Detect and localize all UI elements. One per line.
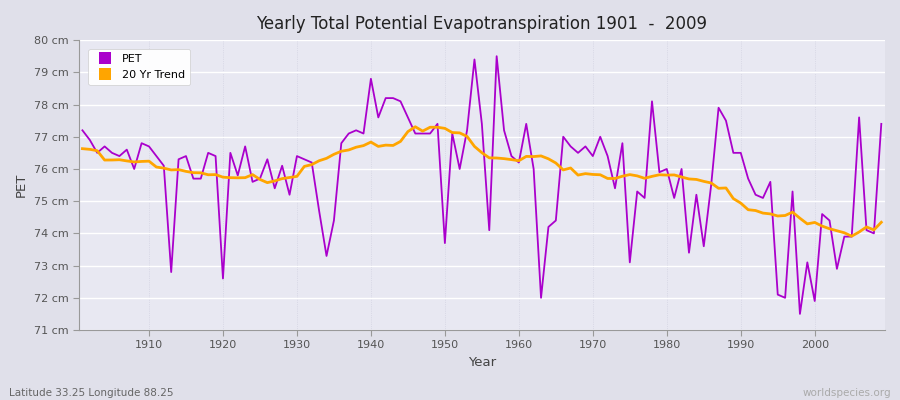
Text: worldspecies.org: worldspecies.org (803, 388, 891, 398)
Title: Yearly Total Potential Evapotranspiration 1901  -  2009: Yearly Total Potential Evapotranspiratio… (256, 15, 707, 33)
Y-axis label: PET: PET (15, 173, 28, 197)
X-axis label: Year: Year (468, 356, 496, 369)
Legend: PET, 20 Yr Trend: PET, 20 Yr Trend (88, 48, 190, 85)
Text: Latitude 33.25 Longitude 88.25: Latitude 33.25 Longitude 88.25 (9, 388, 174, 398)
